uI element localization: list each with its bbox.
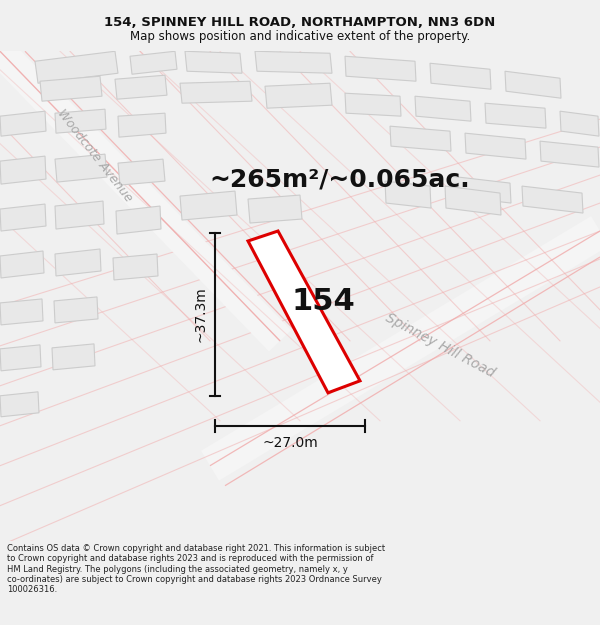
Text: 154, SPINNEY HILL ROAD, NORTHAMPTON, NN3 6DN: 154, SPINNEY HILL ROAD, NORTHAMPTON, NN3… (104, 16, 496, 29)
Polygon shape (485, 103, 546, 128)
Polygon shape (116, 206, 161, 234)
Text: ~37.3m: ~37.3m (193, 286, 207, 342)
Polygon shape (505, 71, 561, 98)
Polygon shape (130, 51, 177, 74)
Text: ~27.0m: ~27.0m (262, 436, 318, 450)
Polygon shape (185, 51, 242, 73)
Polygon shape (115, 75, 167, 99)
Polygon shape (52, 344, 95, 370)
Polygon shape (40, 76, 102, 101)
Polygon shape (445, 186, 501, 215)
Polygon shape (180, 81, 252, 103)
Polygon shape (390, 126, 451, 151)
Polygon shape (54, 297, 98, 323)
Polygon shape (385, 181, 431, 208)
Polygon shape (0, 204, 46, 231)
Polygon shape (0, 392, 39, 417)
Polygon shape (265, 83, 332, 108)
Polygon shape (55, 201, 104, 229)
Polygon shape (345, 93, 401, 116)
Polygon shape (55, 154, 107, 182)
Polygon shape (180, 191, 237, 220)
Polygon shape (540, 141, 599, 167)
Polygon shape (0, 345, 41, 371)
Text: ~265m²/~0.065ac.: ~265m²/~0.065ac. (209, 167, 470, 191)
Polygon shape (118, 159, 165, 185)
Polygon shape (0, 111, 46, 136)
Polygon shape (248, 231, 360, 393)
Polygon shape (522, 186, 583, 213)
Polygon shape (465, 133, 526, 159)
Polygon shape (450, 176, 511, 203)
Polygon shape (55, 249, 101, 276)
Polygon shape (113, 254, 158, 280)
Polygon shape (0, 251, 44, 278)
Text: Map shows position and indicative extent of the property.: Map shows position and indicative extent… (130, 30, 470, 43)
Polygon shape (255, 51, 332, 73)
Text: 154: 154 (292, 287, 355, 316)
Polygon shape (345, 56, 416, 81)
Polygon shape (248, 195, 302, 223)
Polygon shape (55, 109, 106, 133)
Text: Contains OS data © Crown copyright and database right 2021. This information is : Contains OS data © Crown copyright and d… (7, 544, 385, 594)
Text: Woodcote Avenue: Woodcote Avenue (55, 107, 135, 205)
Polygon shape (560, 111, 599, 136)
Polygon shape (415, 96, 471, 121)
Polygon shape (118, 113, 166, 137)
Polygon shape (35, 51, 118, 83)
Polygon shape (0, 299, 43, 325)
Text: Spinney Hill Road: Spinney Hill Road (383, 311, 497, 381)
Polygon shape (0, 156, 46, 184)
Polygon shape (430, 63, 491, 89)
